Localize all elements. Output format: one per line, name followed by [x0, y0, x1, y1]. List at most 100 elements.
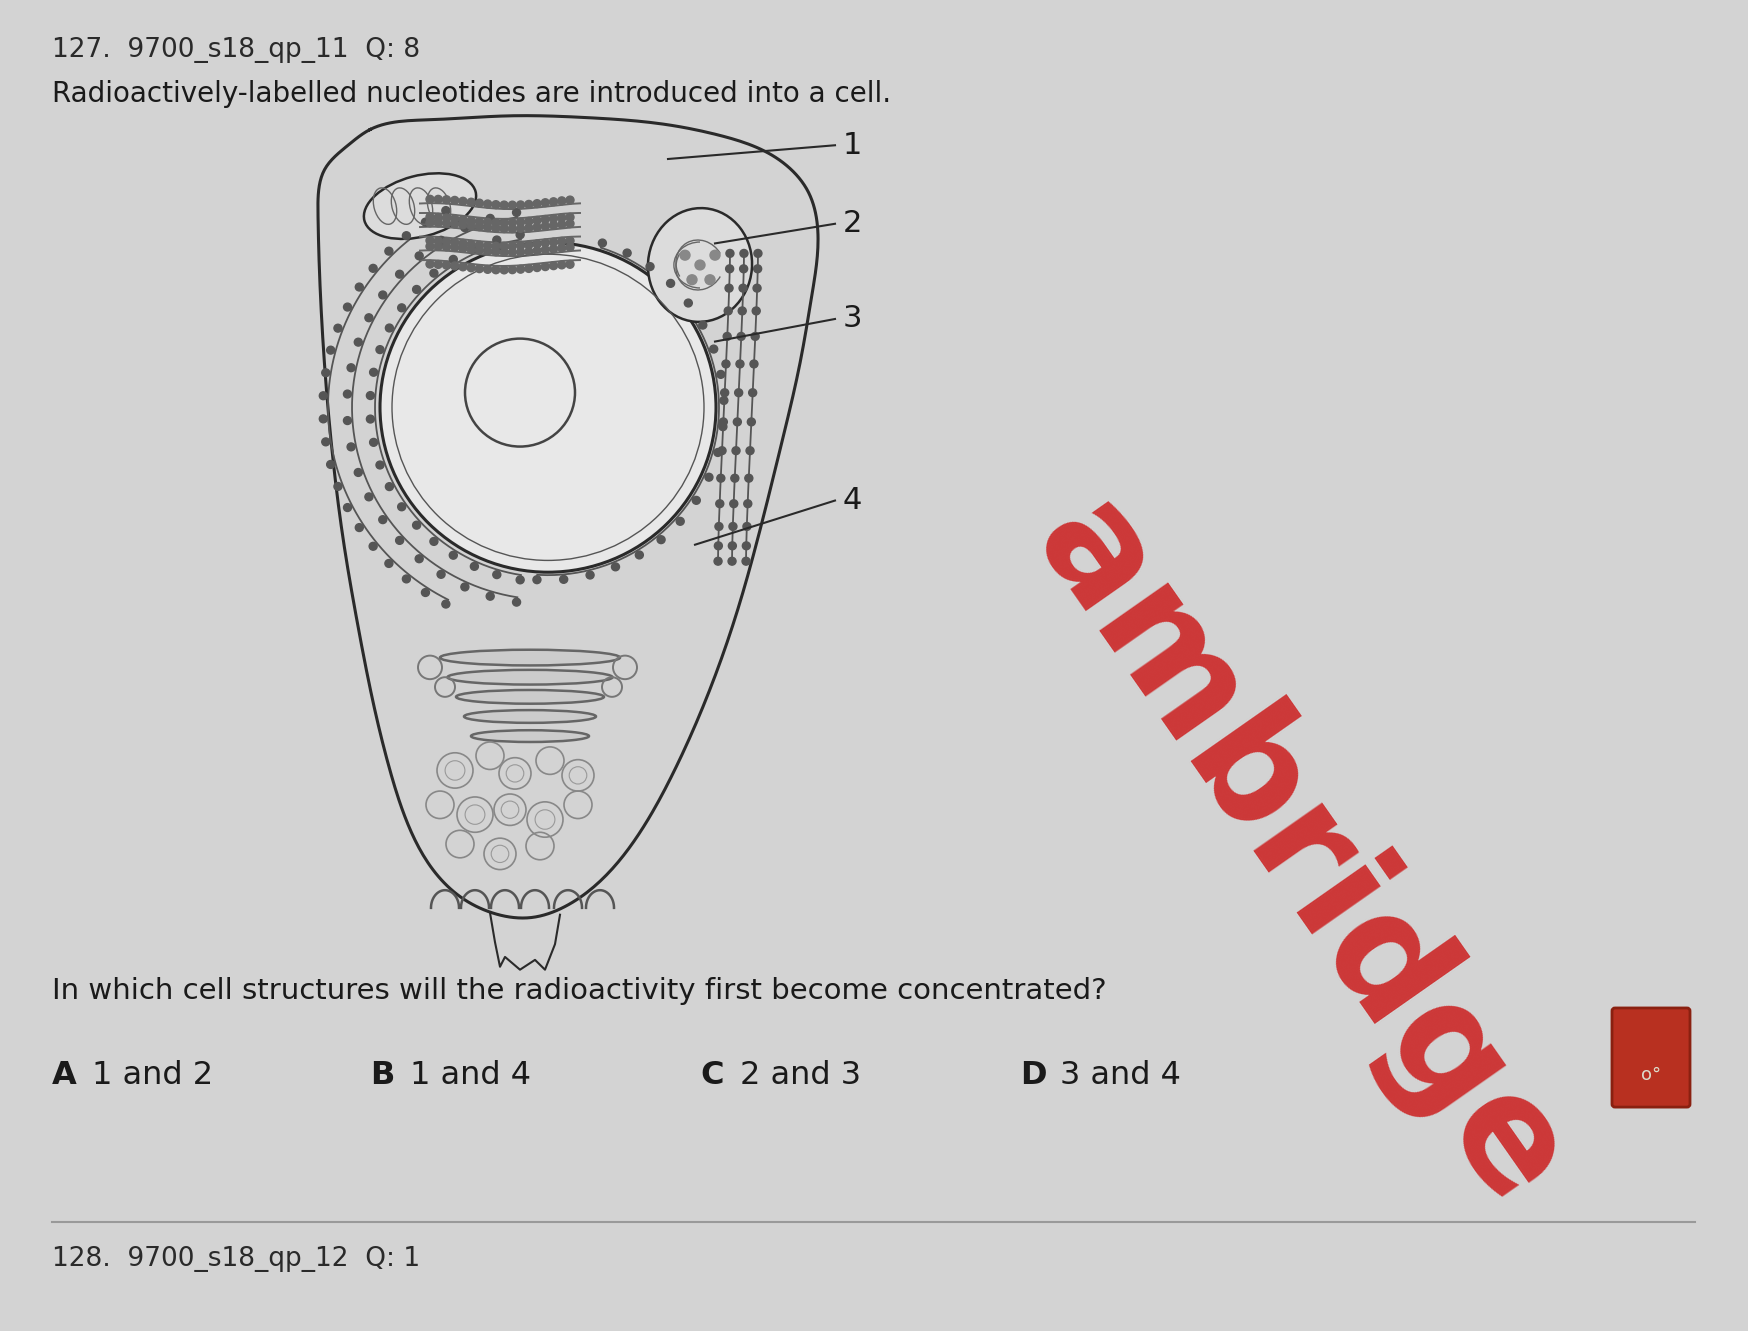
Circle shape: [500, 266, 509, 274]
Circle shape: [484, 265, 491, 273]
Circle shape: [437, 237, 446, 244]
Text: In which cell structures will the radioactivity first become concentrated?: In which cell structures will the radioa…: [52, 977, 1106, 1005]
Ellipse shape: [463, 711, 596, 723]
Circle shape: [524, 217, 533, 225]
Circle shape: [434, 237, 442, 245]
Circle shape: [365, 314, 372, 322]
Ellipse shape: [440, 650, 621, 666]
Circle shape: [421, 588, 430, 596]
Circle shape: [549, 245, 558, 253]
Circle shape: [725, 265, 734, 273]
Circle shape: [434, 242, 442, 250]
Circle shape: [399, 303, 406, 311]
Circle shape: [320, 391, 327, 399]
Circle shape: [460, 240, 467, 248]
Circle shape: [533, 200, 542, 208]
Circle shape: [334, 325, 343, 333]
Circle shape: [542, 246, 549, 254]
Text: 4: 4: [843, 486, 862, 515]
Circle shape: [460, 216, 467, 224]
Circle shape: [369, 438, 378, 446]
Circle shape: [460, 245, 467, 253]
Circle shape: [334, 483, 343, 490]
Circle shape: [369, 265, 378, 273]
Circle shape: [717, 370, 725, 378]
Circle shape: [738, 333, 745, 341]
Circle shape: [343, 390, 351, 398]
Circle shape: [549, 214, 558, 222]
Circle shape: [475, 241, 484, 249]
Circle shape: [467, 245, 475, 253]
Circle shape: [395, 536, 404, 544]
Circle shape: [509, 266, 516, 274]
Circle shape: [524, 201, 533, 208]
Circle shape: [1622, 1009, 1643, 1029]
Circle shape: [500, 225, 509, 233]
Circle shape: [365, 492, 372, 500]
Circle shape: [449, 551, 458, 559]
Circle shape: [427, 213, 434, 221]
Circle shape: [509, 249, 516, 256]
Circle shape: [430, 269, 439, 277]
Text: 3 and 4: 3 and 4: [1059, 1059, 1182, 1091]
Circle shape: [427, 260, 434, 268]
Circle shape: [753, 265, 762, 273]
Circle shape: [491, 266, 500, 274]
Circle shape: [710, 345, 718, 353]
Circle shape: [385, 559, 393, 567]
Circle shape: [647, 262, 654, 270]
Circle shape: [348, 363, 355, 371]
Circle shape: [559, 575, 568, 583]
Circle shape: [369, 542, 378, 550]
Circle shape: [344, 303, 351, 311]
Circle shape: [558, 244, 566, 252]
Circle shape: [558, 197, 566, 205]
Circle shape: [729, 542, 736, 550]
Circle shape: [752, 307, 760, 315]
Text: C: C: [699, 1059, 724, 1091]
Circle shape: [558, 221, 566, 229]
Circle shape: [379, 515, 386, 523]
Circle shape: [484, 248, 491, 256]
Circle shape: [739, 285, 746, 291]
Circle shape: [1659, 1009, 1680, 1029]
Circle shape: [715, 499, 724, 507]
Circle shape: [369, 369, 378, 377]
Circle shape: [729, 523, 738, 530]
Circle shape: [434, 261, 442, 269]
Circle shape: [486, 592, 495, 600]
Circle shape: [566, 244, 573, 252]
Text: 127.  9700_s18_qp_11  Q: 8: 127. 9700_s18_qp_11 Q: 8: [52, 37, 420, 64]
Circle shape: [413, 522, 421, 530]
Circle shape: [715, 542, 722, 550]
Text: ambridge: ambridge: [1003, 474, 1598, 1234]
Circle shape: [484, 242, 491, 250]
Circle shape: [484, 218, 491, 226]
Circle shape: [734, 389, 743, 397]
Circle shape: [739, 265, 748, 273]
Text: 2: 2: [843, 209, 862, 238]
Circle shape: [475, 218, 484, 225]
Circle shape: [516, 230, 524, 238]
Circle shape: [704, 474, 713, 480]
Circle shape: [355, 284, 364, 291]
Circle shape: [748, 418, 755, 426]
Circle shape: [566, 196, 573, 204]
Circle shape: [657, 536, 664, 543]
Circle shape: [442, 206, 449, 214]
Text: 3: 3: [843, 305, 862, 334]
Circle shape: [524, 265, 533, 273]
Text: o°: o°: [1641, 1066, 1661, 1083]
Circle shape: [683, 299, 692, 307]
Circle shape: [416, 555, 423, 563]
Circle shape: [500, 201, 509, 209]
Circle shape: [724, 333, 731, 341]
Circle shape: [327, 461, 334, 469]
Circle shape: [524, 241, 533, 249]
Circle shape: [517, 265, 524, 273]
Text: 1 and 4: 1 and 4: [411, 1059, 531, 1091]
Circle shape: [713, 558, 722, 566]
Circle shape: [509, 201, 516, 209]
Circle shape: [427, 218, 434, 226]
Circle shape: [745, 499, 752, 507]
